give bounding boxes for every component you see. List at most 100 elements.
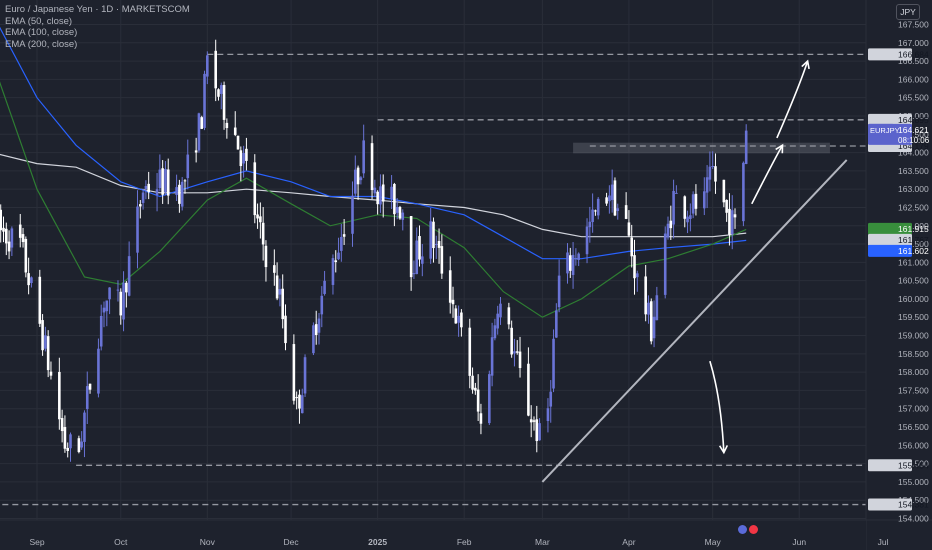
candle-body — [2, 227, 5, 232]
currency-button[interactable]: JPY — [896, 4, 920, 20]
candle — [395, 198, 399, 220]
candle — [41, 314, 44, 356]
time-tick-labels: Sep Oct Nov Dec 2025 Feb Mar Apr May Jun Jul — [29, 537, 888, 547]
candle — [490, 322, 494, 387]
candle-body — [395, 206, 399, 213]
candle-body — [197, 113, 201, 151]
candle — [183, 179, 187, 194]
candle-body — [108, 287, 111, 300]
candle-body — [127, 256, 131, 296]
earnings-icon[interactable] — [738, 525, 747, 535]
ema-50-indicator[interactable]: EMA (50, close) — [5, 15, 73, 27]
candle-body — [744, 130, 748, 164]
level-label-text: 164.179 — [898, 141, 929, 151]
ema200-label: 161.767 — [868, 233, 929, 246]
candle — [259, 202, 262, 239]
time-tick-label: Jun — [792, 537, 806, 547]
candle-body — [119, 291, 123, 316]
candle — [577, 252, 580, 267]
candle — [194, 137, 198, 163]
candle-body — [222, 85, 226, 120]
price-tick-label: 167.000 — [898, 38, 929, 48]
price-tick-label: 159.500 — [898, 312, 929, 322]
candle — [476, 374, 480, 421]
candle — [141, 188, 145, 210]
candle — [613, 177, 617, 217]
candle — [147, 171, 150, 200]
candle-body — [136, 206, 139, 253]
level-label-bg — [868, 459, 912, 472]
candle-body — [63, 427, 67, 449]
candle-body — [102, 307, 106, 313]
price-tick-labels: 167.500 167.000 166.500 166.000 165.500 165.0… — [898, 20, 929, 524]
candle-body — [58, 371, 61, 420]
candle — [27, 257, 30, 295]
price-tick-label: 166.500 — [898, 56, 929, 66]
candle — [588, 206, 592, 243]
candle-body — [144, 186, 148, 189]
candle — [608, 185, 611, 214]
candle — [217, 88, 220, 101]
candle — [649, 298, 653, 345]
candle — [58, 357, 61, 430]
symbol-title[interactable]: Euro / Japanese Yen · 1D · MARKETSCOM — [5, 4, 190, 15]
candle — [264, 240, 268, 282]
candle-body — [513, 351, 516, 354]
time-tick-label: Sep — [29, 537, 44, 547]
candle — [574, 248, 578, 266]
ema-200-indicator[interactable]: EMA (200, close) — [5, 38, 78, 50]
candle — [340, 223, 343, 262]
candle — [312, 322, 315, 356]
price-tick-label: 158.500 — [898, 349, 929, 359]
candle-body — [175, 187, 178, 196]
candle-body — [649, 301, 653, 342]
candle-body — [451, 299, 455, 305]
candle-body — [390, 186, 393, 200]
candle-body — [284, 315, 287, 344]
candle-body — [468, 327, 472, 376]
candle — [515, 340, 519, 355]
candle — [647, 295, 650, 324]
candle-body — [233, 127, 237, 135]
candle — [418, 225, 421, 267]
candle — [331, 254, 335, 295]
candle — [292, 334, 296, 405]
candle — [219, 82, 223, 110]
candle-body — [488, 374, 491, 424]
candle-body — [66, 447, 70, 451]
level-label-text: 154.381 — [898, 500, 929, 510]
candle-body — [44, 335, 47, 349]
candle — [66, 442, 70, 458]
candle — [644, 264, 647, 322]
candle — [421, 243, 424, 277]
ema200-label-text: 161.767 — [898, 235, 929, 245]
candle — [496, 305, 499, 335]
candle-body — [448, 270, 452, 303]
price-tick-label: 157.000 — [898, 404, 929, 414]
candle — [703, 177, 706, 216]
candle — [535, 405, 539, 453]
candle — [119, 288, 123, 325]
candle — [303, 354, 307, 397]
candle — [691, 191, 695, 219]
price-tick-label: 165.500 — [898, 93, 929, 103]
candle-body — [460, 312, 463, 328]
candle-body — [568, 255, 572, 271]
time-tick-label: Jul — [878, 537, 889, 547]
candle-body — [708, 166, 712, 180]
candle-body — [83, 412, 86, 442]
candle — [493, 318, 497, 341]
candle-body — [532, 420, 536, 422]
candle-body — [376, 191, 379, 205]
candle — [672, 179, 675, 239]
ema-100-indicator[interactable]: EMA (100, close) — [5, 27, 78, 38]
candle-body — [574, 258, 578, 260]
candle-body — [471, 375, 474, 390]
price-tick-label: 157.500 — [898, 385, 929, 395]
candle — [139, 200, 142, 219]
dividend-icon[interactable] — [749, 525, 758, 535]
candle — [99, 304, 103, 351]
candle-body — [219, 85, 223, 94]
